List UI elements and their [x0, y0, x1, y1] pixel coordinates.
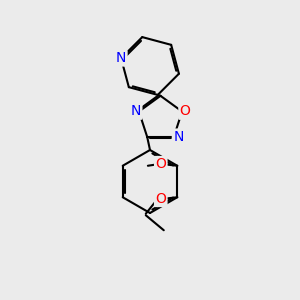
Text: O: O	[155, 192, 166, 206]
Text: N: N	[131, 104, 141, 118]
Text: N: N	[116, 51, 126, 65]
Text: N: N	[173, 130, 184, 144]
Text: O: O	[180, 104, 190, 118]
Text: O: O	[155, 157, 166, 171]
